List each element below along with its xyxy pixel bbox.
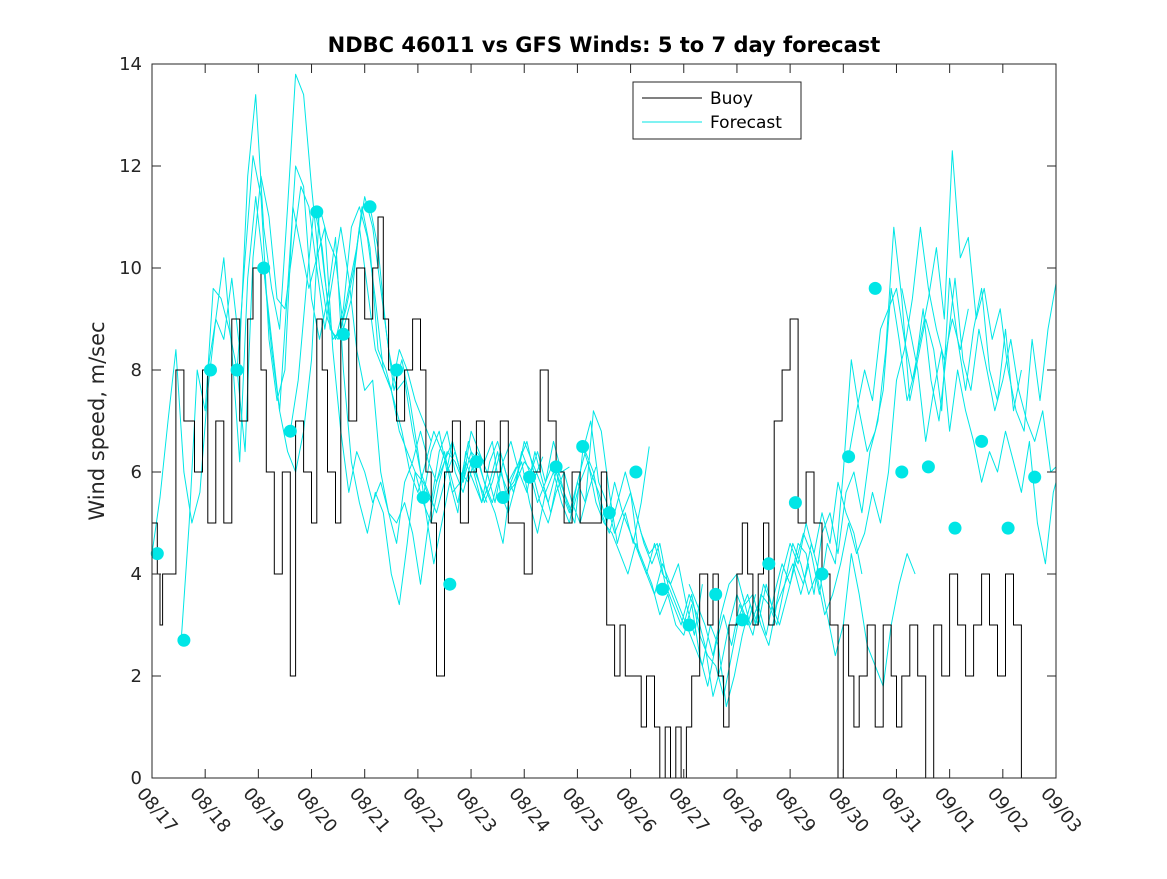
forecast-point-16	[576, 440, 590, 453]
forecast-point-9	[390, 363, 404, 377]
forecast-series-9	[475, 440, 757, 687]
legend-buoy-label: Buoy	[710, 89, 753, 109]
y-tick-label-1: 2	[131, 666, 142, 687]
forecast-points-layer	[150, 200, 1042, 647]
y-tick-label-3: 6	[131, 462, 142, 483]
y-tick-label-5: 10	[119, 258, 142, 279]
forecast-point-32	[1001, 521, 1015, 535]
y-axis-label: Wind speed, m/sec	[85, 321, 109, 520]
y-tick-label-4: 8	[131, 360, 142, 381]
forecast-series-17	[901, 288, 1057, 565]
forecast-point-3	[230, 363, 244, 377]
forecast-point-19	[656, 582, 669, 596]
forecast-point-23	[762, 557, 776, 571]
forecast-series-16	[848, 150, 1057, 457]
buoy-series	[152, 216, 1027, 779]
forecast-point-31	[975, 434, 989, 448]
forecast-series-4	[263, 206, 544, 544]
forecast-point-30	[948, 521, 962, 535]
forecast-point-13	[496, 491, 510, 504]
forecast-series-3	[236, 175, 517, 544]
y-tick-label-0: 0	[131, 768, 142, 789]
forecast-point-21	[709, 587, 723, 601]
forecast-point-0	[150, 547, 164, 561]
forecast-point-4	[257, 261, 271, 275]
forecast-point-15	[549, 460, 563, 474]
forecast-point-22	[735, 613, 749, 627]
forecast-series-13	[688, 226, 969, 657]
forecast-point-14	[523, 470, 537, 484]
forecast-point-10	[416, 491, 430, 504]
y-tick-label-2: 4	[131, 564, 142, 585]
forecast-point-7	[336, 327, 350, 341]
plot-frame	[151, 63, 1057, 779]
forecast-point-24	[788, 496, 802, 510]
series-layer	[151, 73, 1057, 779]
forecast-series-5	[289, 206, 570, 504]
forecast-point-20	[682, 618, 696, 632]
forecast-point-29	[921, 460, 935, 474]
forecast-series-15	[794, 277, 1057, 595]
forecast-point-17	[602, 506, 616, 520]
forecast-point-26	[842, 450, 856, 464]
forecast-point-1	[177, 633, 191, 647]
chart-title: NDBC 46011 vs GFS Winds: 5 to 7 day fore…	[328, 33, 881, 57]
y-tick-label-7: 14	[119, 54, 142, 75]
forecast-series-8	[422, 420, 703, 636]
forecast-series-12	[635, 512, 916, 697]
forecast-point-12	[469, 455, 483, 469]
legend: Buoy Forecast	[632, 81, 802, 140]
forecast-point-27	[868, 281, 882, 295]
forecast-series-10	[529, 451, 810, 697]
forecast-point-6	[310, 205, 324, 219]
forecast-point-8	[363, 200, 377, 214]
legend-box	[632, 81, 802, 140]
forecast-point-18	[629, 465, 643, 479]
y-tick-label-6: 12	[119, 156, 142, 177]
forecast-point-11	[443, 577, 457, 591]
forecast-point-2	[204, 363, 217, 377]
legend-forecast-label: Forecast	[710, 113, 782, 133]
forecast-point-25	[815, 567, 829, 581]
forecast-point-5	[283, 424, 297, 438]
forecast-point-33	[1028, 470, 1042, 484]
plot-area	[152, 64, 1056, 778]
forecast-series-7	[369, 206, 650, 565]
forecast-series-14	[741, 226, 1022, 636]
forecast-point-28	[895, 465, 909, 479]
